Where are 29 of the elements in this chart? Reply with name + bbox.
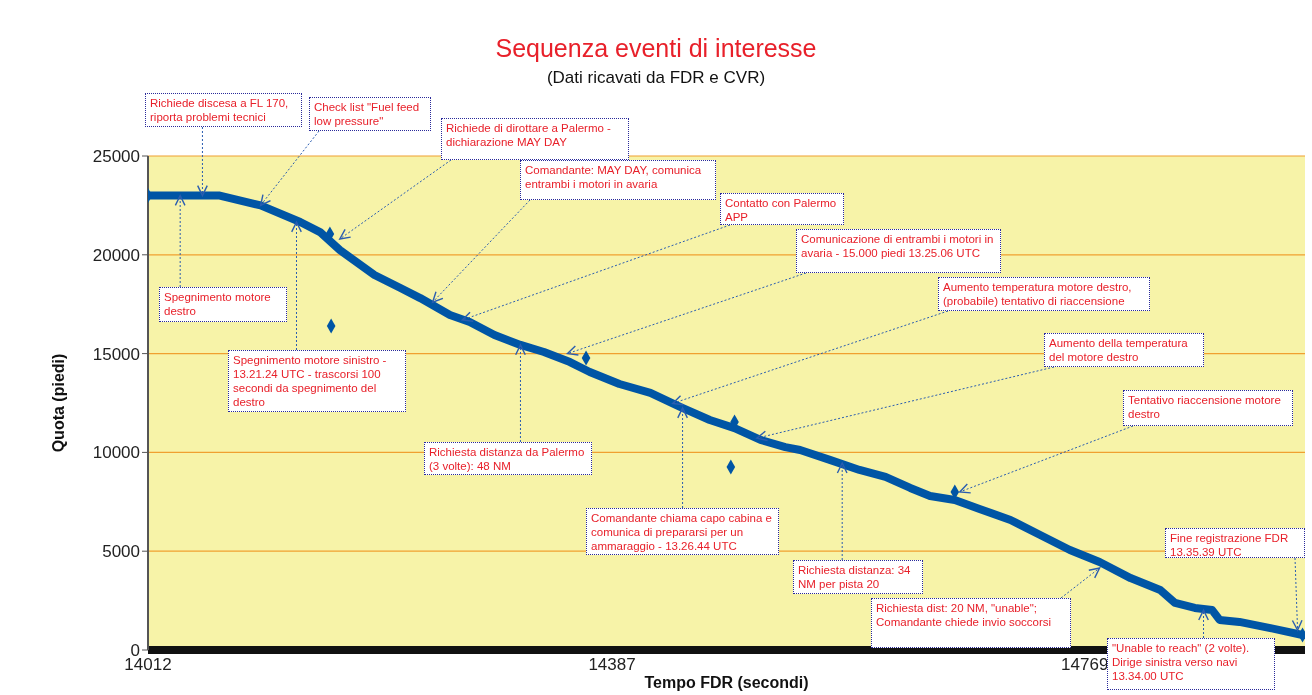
y-tick-label: 20000 <box>92 245 140 265</box>
annotation: Richiede discesa a FL 170, riporta problemi tecnici <box>145 93 302 127</box>
annotation: Contatto con Palermo APP <box>720 193 844 225</box>
chart-subtitle: (Dati ricavati da FDR e CVR) <box>545 68 767 88</box>
annotation: "Unable to reach" (2 volte). Dirige sinistra verso navi 13.34.00 UTC <box>1107 638 1275 690</box>
y-tick-label: 25000 <box>92 147 140 167</box>
y-tick-label: 15000 <box>92 344 140 364</box>
annotation: Fine registrazione FDR 13.35.39 UTC <box>1165 528 1305 558</box>
chart-title: Sequenza eventi di interesse <box>494 34 818 63</box>
x-axis-title: Tempo FDR (secondi) <box>644 674 809 691</box>
x-tick-label: 14769 <box>1061 655 1109 675</box>
annotation: Aumento della temperatura del motore destro <box>1044 333 1204 367</box>
y-tick-label: 5000 <box>102 542 140 562</box>
annotation: Comandante chiama capo cabina e comunica di prepararsi per un ammaraggio - 13.26.44 UTC <box>586 508 779 555</box>
annotation: Richiesta distanza: 34 NM per pista 20 <box>793 560 923 594</box>
annotation: Spegnimento motore destro <box>159 287 287 322</box>
annotation: Check list "Fuel feed low pressure" <box>309 97 431 131</box>
y-axis-title: Quota (piedi) <box>49 353 67 453</box>
annotation: Comandante: MAY DAY, comunica entrambi i motori in avaria <box>520 160 716 200</box>
annotation: Spegnimento motore sinistro - 13.21.24 UTC - trascorsi 100 secondi da spegnimento del destro <box>228 350 406 412</box>
x-tick-label: 14387 <box>588 655 636 675</box>
annotation: Aumento temperatura motore destro, (probabile) tentativo di riaccensione <box>938 277 1150 311</box>
annotation: Tentativo riaccensione motore destro <box>1123 390 1293 426</box>
annotation: Richiesta dist: 20 NM, "unable"; Comandante chiede invio soccorsi <box>871 598 1071 648</box>
x-tick-label: 14012 <box>124 655 172 675</box>
annotation: Richiede di dirottare a Palermo - dichiarazione MAY DAY <box>441 118 629 160</box>
annotation: Comunicazione di entrambi i motori in avaria - 15.000 piedi 13.25.06 UTC <box>796 229 1001 273</box>
y-tick-label: 10000 <box>92 443 140 463</box>
annotation: Richiesta distanza da Palermo (3 volte): 48 NM <box>424 442 592 475</box>
